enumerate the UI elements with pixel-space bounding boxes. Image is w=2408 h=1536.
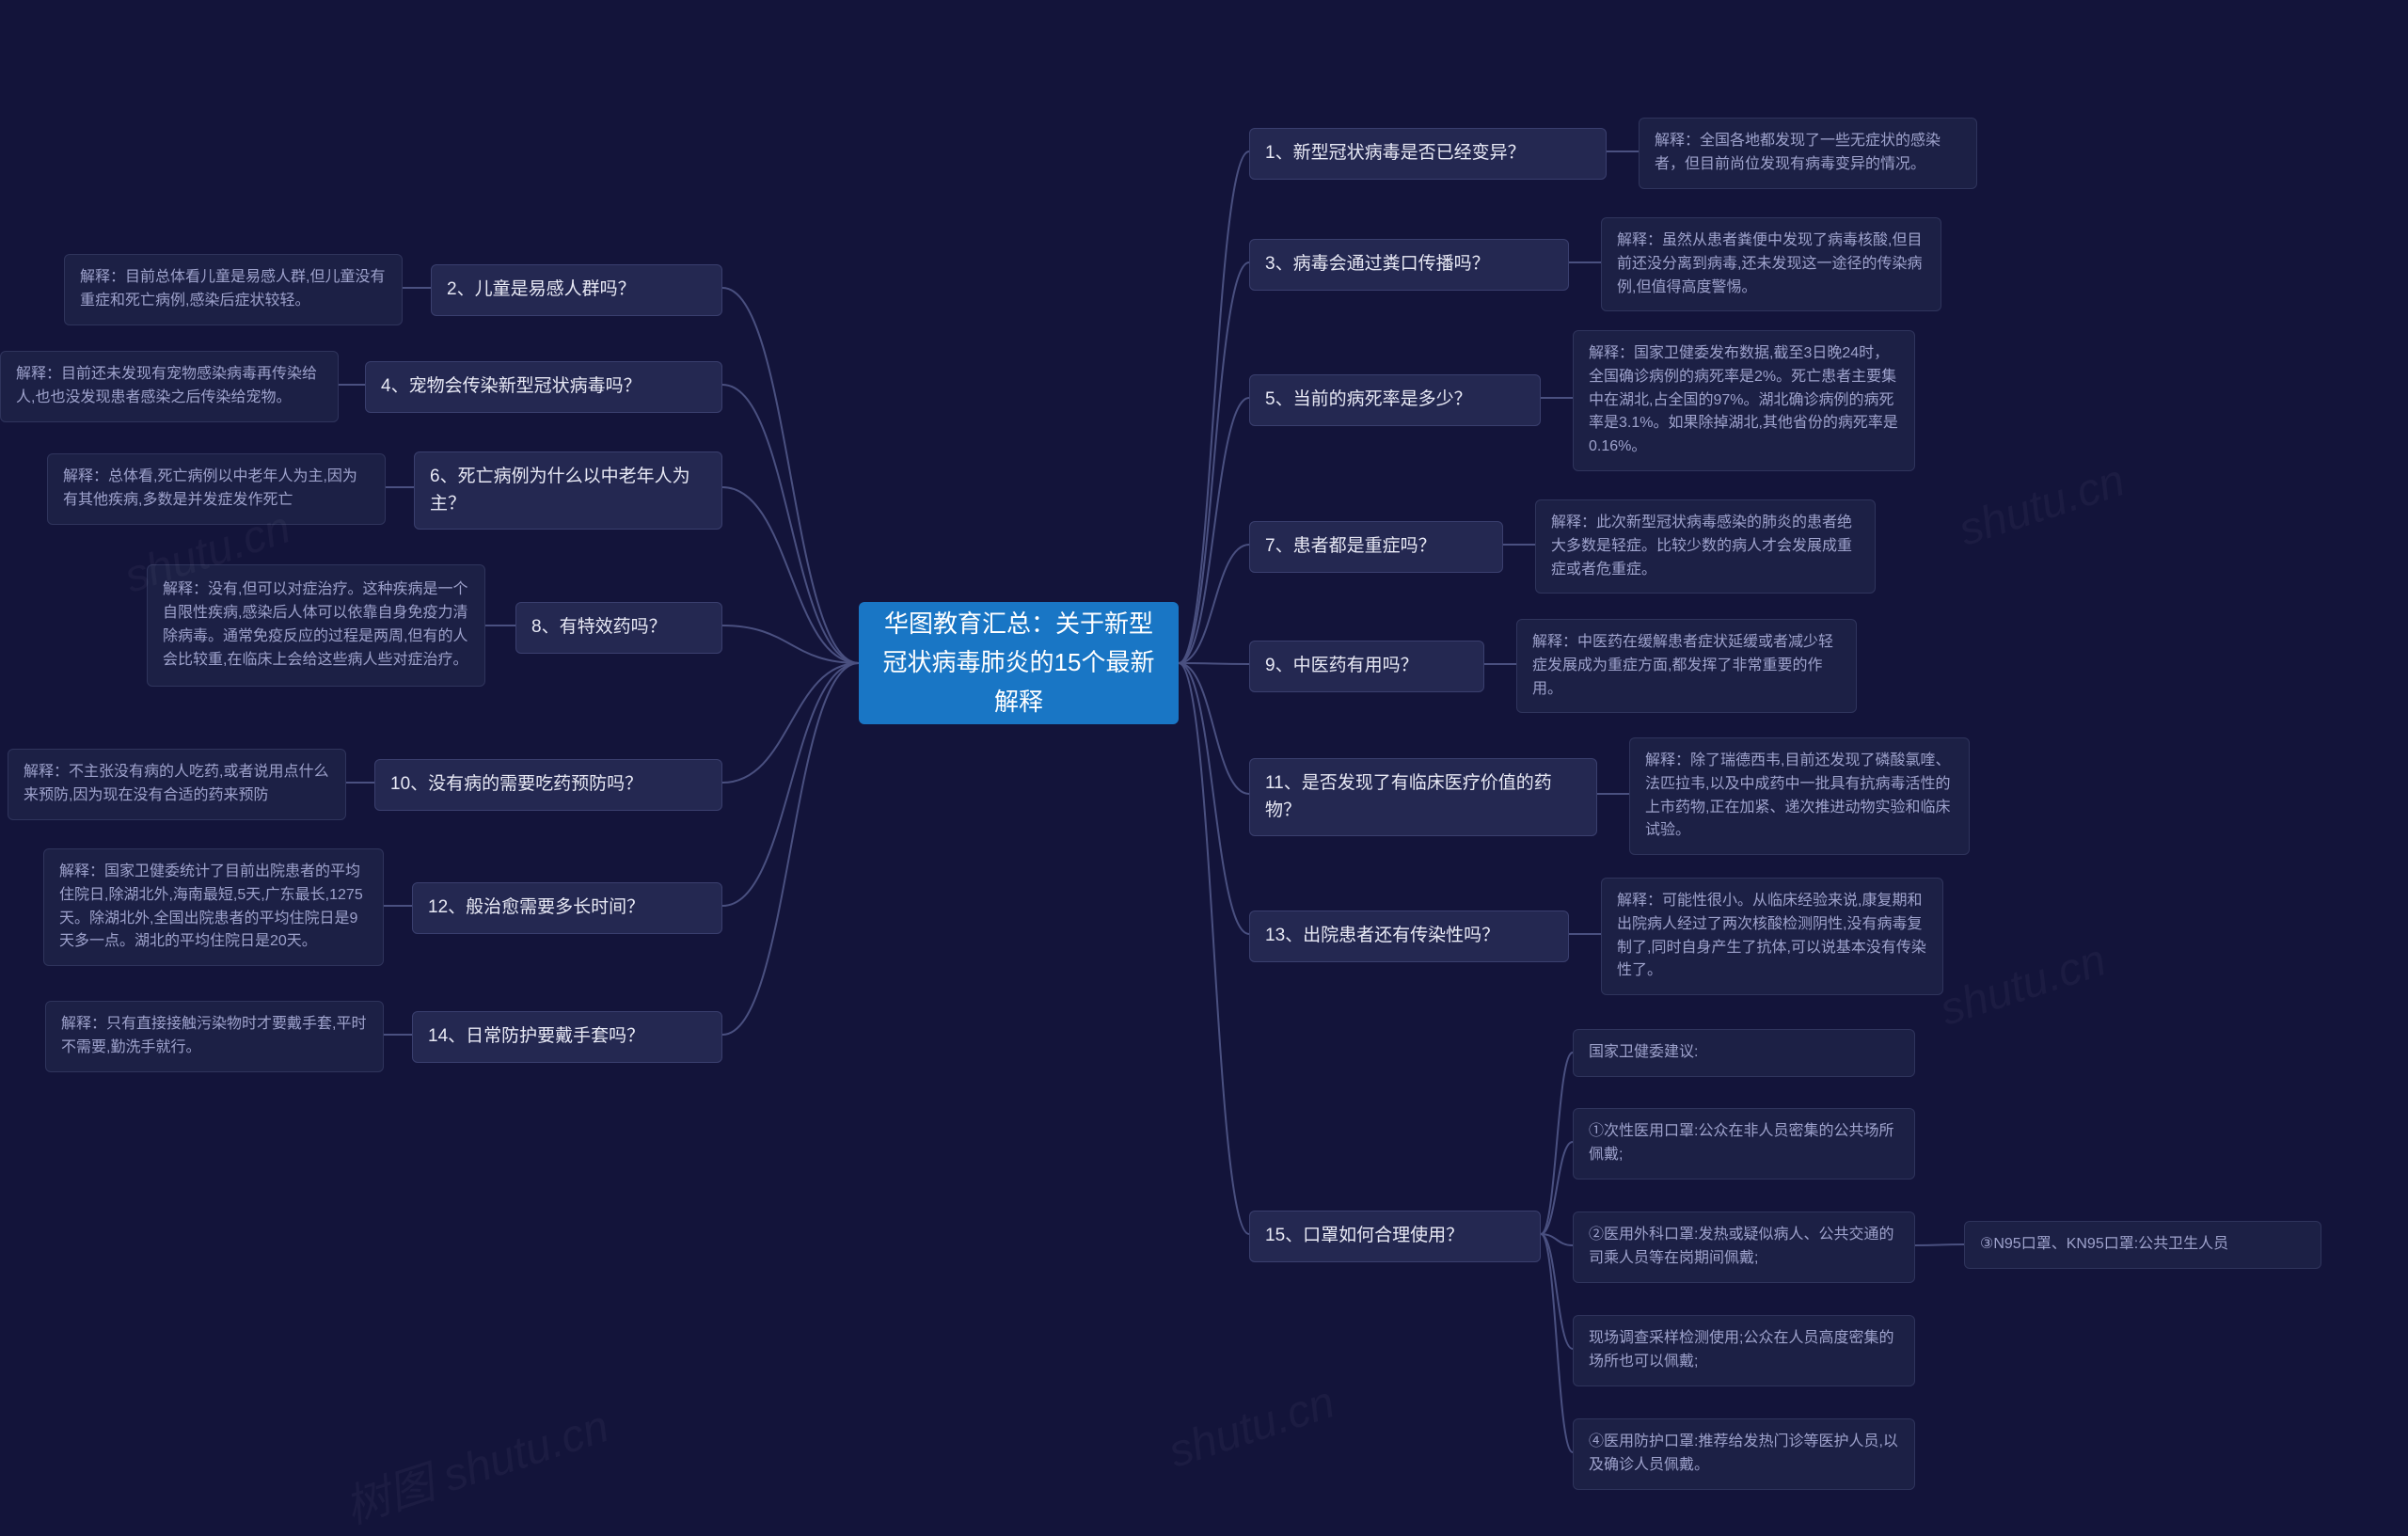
- root-node[interactable]: 华图教育汇总：关于新型冠状病毒肺炎的15个最新解释: [859, 602, 1179, 724]
- sub-right-7-0: 国家卫健委建议:: [1573, 1029, 1915, 1077]
- explanation-left-4: 解释：不主张没有病的人吃药,或者说用点什么来预防,因为现在没有合适的药来预防: [8, 749, 346, 820]
- watermark: 树图 shutu.cn: [335, 1389, 615, 1536]
- explanation-right-5: 解释：除了瑞德西韦,目前还发现了磷酸氯喹、法匹拉韦,以及中成药中一批具有抗病毒活…: [1629, 737, 1970, 855]
- explanation-right-0: 解释：全国各地都发现了一些无症状的感染者，但目前尚位发现有病毒变异的情况。: [1639, 118, 1977, 189]
- question-left-5[interactable]: 12、般治愈需要多长时间？: [412, 882, 722, 934]
- watermark: shutu.cn: [1934, 934, 2113, 1036]
- question-right-3[interactable]: 7、患者都是重症吗？: [1249, 521, 1503, 573]
- question-right-7[interactable]: 15、口罩如何合理使用？: [1249, 1211, 1541, 1262]
- question-right-5[interactable]: 11、是否发现了有临床医疗价值的药物？: [1249, 758, 1597, 836]
- explanation-left-3: 解释：没有,但可以对症治疗。这种疾病是一个自限性疾病,感染后人体可以依靠自身免疫…: [147, 564, 485, 687]
- question-left-1[interactable]: 4、宠物会传染新型冠状病毒吗？: [365, 361, 722, 413]
- question-left-3[interactable]: 8、有特效药吗？: [515, 602, 722, 654]
- explanation-right-6: 解释：可能性很小。从临床经验来说,康复期和出院病人经过了两次核酸检测阴性,没有病…: [1601, 878, 1943, 995]
- watermark: shutu.cn: [1163, 1376, 1341, 1478]
- question-right-4[interactable]: 9、中医药有用吗？: [1249, 641, 1484, 692]
- explanation-left-6: 解释：只有直接接触污染物时才要戴手套,平时不需要,勤洗手就行。: [45, 1001, 384, 1072]
- question-right-1[interactable]: 3、病毒会通过粪口传播吗？: [1249, 239, 1569, 291]
- question-right-2[interactable]: 5、当前的病死率是多少？: [1249, 374, 1541, 426]
- sub2-right-7-2: ③N95口罩、KN95口罩:公共卫生人员: [1964, 1221, 2321, 1269]
- explanation-right-3: 解释：此次新型冠状病毒感染的肺炎的患者绝大多数是轻症。比较少数的病人才会发展成重…: [1535, 499, 1876, 594]
- sub-right-7-2: ②医用外科口罩:发热或疑似病人、公共交通的司乘人员等在岗期间佩戴;: [1573, 1211, 1915, 1283]
- question-left-4[interactable]: 10、没有病的需要吃药预防吗？: [374, 759, 722, 811]
- explanation-left-0: 解释：目前总体看儿童是易感人群,但儿童没有重症和死亡病例,感染后症状较轻。: [64, 254, 403, 325]
- question-right-0[interactable]: 1、新型冠状病毒是否已经变异？: [1249, 128, 1607, 180]
- question-left-2[interactable]: 6、死亡病例为什么以中老年人为主？: [414, 451, 722, 530]
- watermark: shutu.cn: [1953, 454, 2131, 556]
- explanation-left-1: 解释：目前还未发现有宠物感染病毒再传染给人,也也没发现患者感染之后传染给宠物。: [0, 351, 339, 422]
- connector-layer: [0, 0, 2408, 1536]
- explanation-left-2: 解释：总体看,死亡病例以中老年人为主,因为有其他疾病,多数是并发症发作死亡: [47, 453, 386, 525]
- sub-right-7-3: 现场调查采样检测使用;公众在人员高度密集的场所也可以佩戴;: [1573, 1315, 1915, 1386]
- question-left-6[interactable]: 14、日常防护要戴手套吗？: [412, 1011, 722, 1063]
- explanation-right-1: 解释：虽然从患者粪便中发现了病毒核酸,但目前还没分离到病毒,还未发现这一途径的传…: [1601, 217, 1941, 311]
- question-left-0[interactable]: 2、儿童是易感人群吗？: [431, 264, 722, 316]
- sub-right-7-1: ①次性医用口罩:公众在非人员密集的公共场所佩戴;: [1573, 1108, 1915, 1180]
- explanation-right-4: 解释：中医药在缓解患者症状延缓或者减少轻症发展成为重症方面,都发挥了非常重要的作…: [1516, 619, 1857, 713]
- explanation-right-2: 解释：国家卫健委发布数据,截至3日晚24时，全国确诊病例的病死率是2%。死亡患者…: [1573, 330, 1915, 471]
- explanation-left-5: 解释：国家卫健委统计了目前出院患者的平均住院日,除湖北外,海南最短,5天,广东最…: [43, 848, 384, 966]
- question-right-6[interactable]: 13、出院患者还有传染性吗？: [1249, 911, 1569, 962]
- sub-right-7-4: ④医用防护口罩:推荐给发热门诊等医护人员,以及确诊人员佩戴。: [1573, 1418, 1915, 1490]
